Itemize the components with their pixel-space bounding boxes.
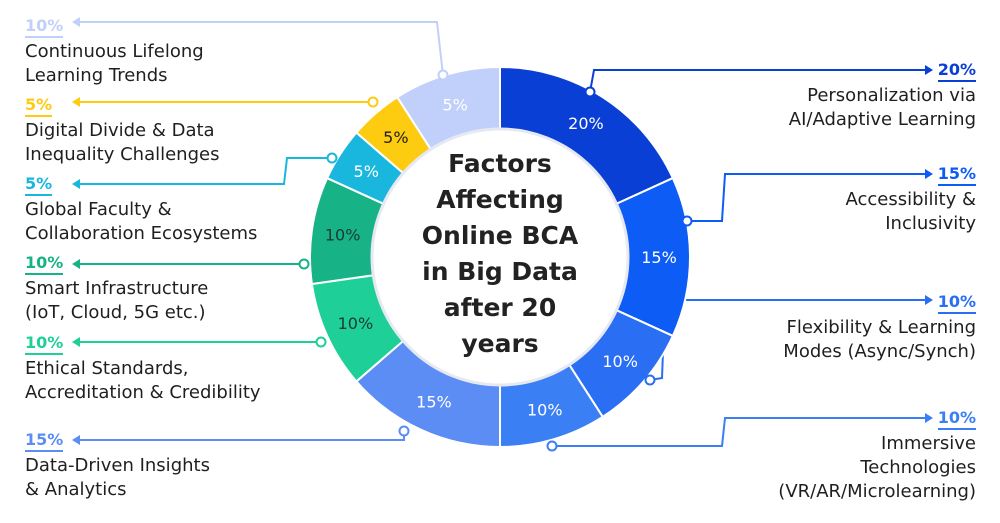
category-percent: 10% [937, 292, 976, 314]
category-percent: 20% [937, 60, 976, 82]
connector-dot [681, 215, 693, 227]
category-label: 10% Immersive Technologies (VR/AR/Microlear… [778, 406, 976, 504]
category-label-line: Personalization via [807, 85, 976, 106]
category-percent: 10% [25, 333, 64, 355]
arrow-icon [72, 97, 80, 107]
slice-value-label: 10% [527, 401, 563, 420]
category-label-line: Continuous Lifelong [25, 41, 204, 62]
slice-value-label: 15% [641, 248, 677, 267]
slice-value-label: 5% [383, 128, 408, 147]
connector-dots [298, 69, 693, 452]
center-circle [370, 127, 630, 387]
category-label-line: Flexibility & Learning [786, 317, 976, 338]
donut-slices [309, 65, 691, 449]
category-label-line: Modes (Async/Synch) [783, 341, 976, 362]
arrow-icon [72, 179, 80, 189]
connector-line [687, 173, 925, 222]
category-label-line: Inequality Challenges [25, 144, 220, 165]
arrow-icon [72, 259, 80, 269]
connector-dot [546, 440, 558, 452]
category-label-line: Accreditation & Credibility [25, 382, 261, 403]
category-label-line: (VR/AR/Microlearning) [778, 481, 976, 502]
slice-value-label: 10% [325, 225, 361, 244]
center-title: Factors Affecting Online BCA in Big Data aft… [422, 149, 579, 358]
category-label-line: Global Faculty & [25, 199, 172, 220]
connector-dot [367, 96, 379, 108]
arrow-icon [925, 169, 933, 179]
category-percent: 5% [25, 174, 53, 196]
category-label-line: Technologies [860, 457, 976, 478]
center-title-line: Factors [448, 149, 552, 178]
category-label: 10% Smart Infrastructure (IoT, Cloud, 5G e… [25, 251, 208, 325]
category-label: 10% Flexibility & Learning Modes (Async/Sy… [783, 290, 976, 364]
connector-dot [315, 336, 327, 348]
slice-value-label: 20% [568, 114, 604, 133]
category-label-line: Collaboration Ecosystems [25, 223, 258, 244]
ring-labels: 20%15%10%10%15%10%10%5%5%5% [325, 95, 677, 419]
center-title-line: in Big Data [422, 257, 578, 286]
slice-value-label: 10% [602, 352, 638, 371]
category-label-line: Data-Driven Insights [25, 455, 210, 476]
connector-line [589, 69, 925, 93]
category-label-line: AI/Adaptive Learning [788, 109, 976, 130]
category-label: 5% Digital Divide & Data Inequality Challe… [25, 93, 219, 167]
category-percent: 10% [25, 16, 64, 38]
connector-line [552, 417, 925, 447]
center-title-line: Online BCA [422, 221, 579, 250]
category-label-line: Accessibility & [845, 189, 976, 210]
center-title-line: after 20 [444, 293, 556, 322]
arrow-icon [925, 295, 933, 305]
slice-value-label: 15% [416, 393, 452, 412]
category-percent: 15% [25, 430, 64, 452]
category-percent: 15% [937, 164, 976, 186]
category-label: 10% Continuous Lifelong Learning Trends [25, 14, 204, 88]
category-label-line: Ethical Standards, [25, 358, 189, 379]
category-label: 10% Ethical Standards, Accreditation & Cre… [25, 331, 261, 405]
arrow-icon [925, 65, 933, 75]
connector-line [80, 157, 332, 185]
category-label-line: Learning Trends [25, 65, 168, 86]
arrow-icon [925, 413, 933, 423]
category-label: 15% Accessibility & Inclusivity [845, 162, 976, 236]
category-label-line: (IoT, Cloud, 5G etc.) [25, 302, 206, 323]
connector-dot [298, 258, 310, 270]
slice-value-label: 5% [354, 162, 379, 181]
category-percent: 5% [25, 95, 53, 117]
category-label: 5% Global Faculty & Collaboration Ecosyste… [25, 172, 257, 246]
connector-dot [437, 69, 449, 81]
category-label-line: Smart Infrastructure [25, 278, 209, 299]
category-label: 15% Data-Driven Insights & Analytics [25, 428, 210, 502]
category-label-line: Immersive [881, 433, 976, 454]
category-label-line: & Analytics [25, 479, 127, 500]
connector-dot [644, 374, 656, 386]
slice-value-label: 5% [443, 95, 468, 114]
category-label-line: Inclusivity [885, 213, 976, 234]
arrow-icon [72, 337, 80, 347]
category-percent: 10% [937, 408, 976, 430]
center-title-line: Affecting [436, 185, 564, 214]
slice-value-label: 10% [338, 314, 374, 333]
category-percent: 10% [25, 253, 64, 275]
connector-dot [398, 425, 410, 437]
category-label-line: Digital Divide & Data [25, 120, 215, 141]
center-title-line: years [461, 329, 538, 358]
category-label: 20% Personalization via AI/Adaptive Learni… [789, 58, 976, 132]
arrow-icon [72, 435, 80, 445]
connector-dot [326, 152, 338, 164]
connector-line [80, 21, 444, 76]
arrow-icon [72, 17, 80, 27]
connector-dot [584, 86, 596, 98]
